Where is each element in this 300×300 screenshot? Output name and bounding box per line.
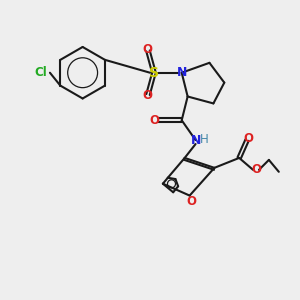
Text: O: O bbox=[187, 195, 196, 208]
Text: S: S bbox=[149, 66, 159, 80]
Text: O: O bbox=[243, 132, 253, 145]
Text: O: O bbox=[142, 44, 152, 56]
Text: O: O bbox=[149, 114, 159, 127]
Text: Cl: Cl bbox=[34, 66, 47, 79]
Text: O: O bbox=[251, 163, 261, 176]
Text: H: H bbox=[200, 133, 209, 146]
Text: N: N bbox=[176, 66, 187, 79]
Text: N: N bbox=[190, 134, 201, 147]
Text: O: O bbox=[142, 89, 152, 102]
